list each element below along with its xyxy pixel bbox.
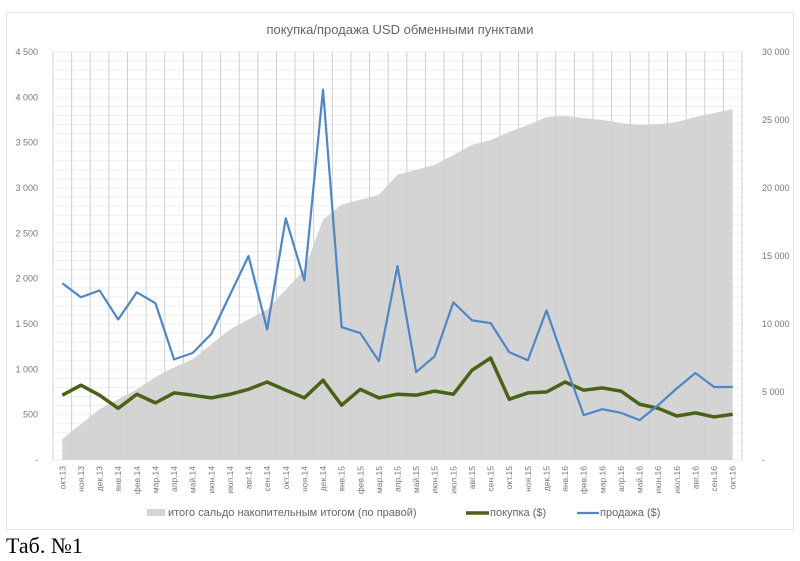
x-tick-label: окт.15 [504,466,514,490]
left-tick-label: 3 000 [15,183,38,193]
x-tick-label: сен.14 [262,466,272,492]
x-tick-label: июн.16 [653,466,663,494]
x-tick-label: июн.14 [206,466,216,494]
x-tick-label: ноя.13 [76,466,86,492]
x-tick-label: окт.13 [57,466,67,490]
x-tick-label: мар.15 [374,466,384,493]
x-tick-label: мар.16 [597,466,607,493]
x-tick-label: апр.14 [169,466,179,492]
right-tick-label: 10 000 [762,319,790,329]
x-tick-label: янв.16 [560,466,570,492]
x-tick-label: мар.14 [150,466,160,493]
legend-label-sell: продажа ($) [600,507,660,519]
x-tick-label: ноя.15 [523,466,533,492]
x-tick-label: ноя.14 [299,466,309,492]
x-tick-label: авг.15 [467,466,477,489]
left-tick-label: 1 500 [15,319,38,329]
x-tick-label: апр.16 [616,466,626,492]
x-tick-label: май.16 [635,466,645,493]
x-tick-label: май.15 [411,466,421,493]
x-tick-label: июн.15 [430,466,440,494]
x-tick-label: фев.15 [355,466,365,494]
x-tick-label: окт.14 [281,466,291,490]
x-tick-label: май.14 [188,466,198,493]
legend-swatch-area [147,509,165,516]
x-tick-label: июл.15 [448,466,458,494]
x-tick-label: дек.15 [541,466,551,491]
x-tick-label: июл.16 [672,466,682,494]
x-tick-label: окт.16 [728,466,738,490]
x-tick-label: апр.15 [393,466,403,492]
x-tick-label: сен.15 [486,466,496,492]
legend-label-buy: покупка ($) [490,507,546,519]
left-tick-label: 1 000 [15,364,38,374]
right-tick-label: 15 000 [762,251,790,261]
caption: Таб. №1 [6,533,83,558]
left-tick-label: 2 000 [15,274,38,284]
x-tick-label: авг.16 [690,466,700,489]
chart-title: покупка/продажа USD обменными пунктами [267,22,534,37]
x-tick-label: июл.14 [225,466,235,494]
left-tick-label: 500 [23,410,38,420]
right-tick-label: 25 000 [762,115,790,125]
x-tick-label: авг.14 [244,466,254,489]
right-tick-label: 30 000 [762,47,790,57]
series-area-balance [62,108,733,460]
chart-frame [6,12,794,530]
x-tick-label: дек.14 [318,466,328,491]
x-tick-label: янв.14 [113,466,123,492]
x-tick-label: фев.16 [579,466,589,494]
left-tick-label: - [35,455,38,465]
left-tick-label: 3 500 [15,138,38,148]
x-tick-label: фев.14 [132,466,142,494]
x-tick-label: дек.13 [95,466,105,491]
x-tick-label: сен.16 [709,466,719,492]
right-tick-label: 20 000 [762,183,790,193]
legend-label-area: итого сальдо накопительным итогом (по пр… [168,507,417,519]
right-tick-label: 5 000 [762,387,785,397]
x-tick-label: янв.15 [337,466,347,492]
right-tick-label: - [762,455,765,465]
left-tick-label: 2 500 [15,228,38,238]
left-tick-label: 4 000 [15,92,38,102]
left-tick-label: 4 500 [15,47,38,57]
